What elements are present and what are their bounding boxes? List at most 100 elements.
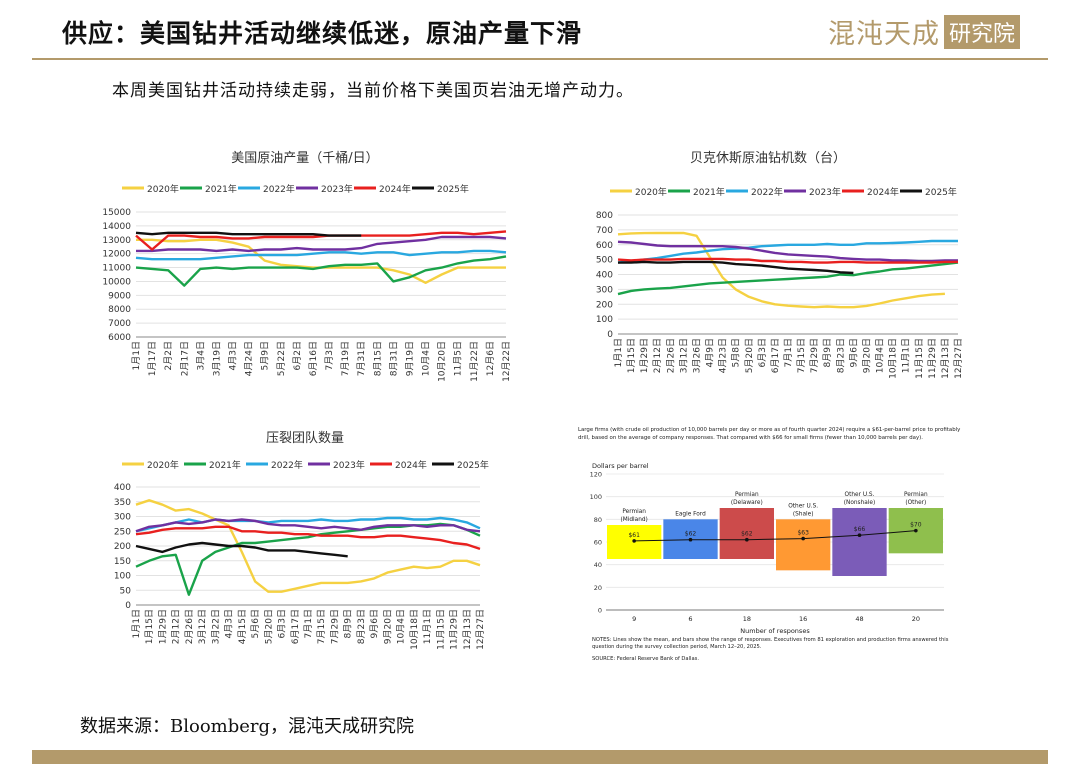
x-tick-label: 11月15日 [435, 609, 446, 650]
x-tick-label: 1月15日 [626, 338, 637, 373]
legend-label-2022年: 2022年 [263, 183, 295, 195]
x-tick-label: 5月22日 [276, 341, 287, 376]
series-line-2024年 [135, 230, 507, 251]
region-label: Eagle Ford [675, 511, 706, 517]
mean-label: $62 [741, 531, 753, 538]
series-line-2025年 [135, 231, 362, 237]
x-tick-label: 8月9日 [822, 338, 833, 367]
y-tick-label: 9000 [108, 291, 131, 301]
x-tick-label: 11月5日 [453, 341, 464, 376]
x-tick-label: 12月13日 [462, 609, 473, 650]
y-tick-label: 13000 [102, 236, 131, 246]
response-count: 6 [688, 615, 692, 623]
mean-point [801, 536, 805, 541]
x-tick-label: 12月27日 [953, 338, 964, 379]
x-tick-label: 12月27日 [475, 609, 486, 650]
x-tick-label: 9月6日 [848, 338, 859, 367]
y-tick-label: 200 [596, 300, 613, 310]
brand-logo: 混沌天成 研究院 [828, 12, 1021, 51]
y-tick-label: 20 [594, 584, 602, 592]
y-tick-label: 800 [596, 211, 613, 221]
x-tick-label: 1月1日 [613, 338, 624, 367]
y-tick-label: 300 [114, 513, 131, 523]
x-tick-label: 12月13日 [940, 338, 951, 379]
x-axis-label: Number of responses [740, 627, 810, 635]
x-tick-label: 8月15日 [372, 341, 383, 376]
series-line-2023年 [617, 240, 958, 263]
legend-label-2025年: 2025年 [925, 186, 957, 198]
y-tick-label: 12000 [102, 250, 131, 260]
x-tick-label: 6月16日 [308, 341, 319, 376]
mean-point [745, 537, 749, 542]
y-tick-label: 300 [596, 285, 613, 295]
x-tick-label: 4月9日 [705, 338, 716, 367]
x-tick-label: 7月29日 [329, 609, 340, 644]
series-line-2024年 [135, 525, 481, 551]
legend-label-2022年: 2022年 [271, 459, 303, 471]
mean-label: $61 [628, 532, 640, 539]
footer-bar [32, 750, 1048, 764]
y-tick-label: 8000 [108, 305, 131, 315]
y-tick-label: 0 [125, 601, 131, 611]
x-tick-label: 6月17日 [290, 609, 301, 644]
series-line-2022年 [135, 249, 507, 261]
x-tick-label: 12月6日 [485, 341, 496, 376]
chart-legend: 2020年 2021年 2022年 2023年 2024年 2025年 [122, 183, 469, 195]
response-count: 16 [799, 615, 807, 623]
y-tick-label: 80 [594, 516, 602, 524]
mean-point [857, 533, 862, 537]
series-line-2025年 [135, 541, 348, 558]
x-tick-label: 4月3日 [224, 609, 235, 638]
chart-title: 压裂团队数量 [266, 431, 344, 446]
x-tick-label: 10月4日 [396, 609, 407, 644]
series-line-2021年 [135, 255, 507, 287]
x-tick-label: 1月15日 [144, 609, 155, 644]
x-tick-label: 5月20日 [744, 338, 755, 373]
x-tick-label: 2月12日 [171, 609, 182, 644]
series-line-2022年 [135, 516, 481, 533]
x-tick-label: 3月12日 [197, 609, 208, 644]
x-tick-label: 5月20日 [263, 609, 274, 644]
x-tick-label: 9月20日 [382, 609, 393, 644]
y-tick-label: 400 [114, 483, 131, 493]
mean-label: $66 [854, 526, 866, 533]
range-bar [776, 519, 831, 571]
x-tick-label: 2月12日 [652, 338, 663, 373]
survey-caption: Large firms (with crude oil production o… [578, 427, 961, 441]
y-tick-label: 15000 [102, 208, 131, 218]
y-tick-label: 100 [596, 315, 613, 325]
logo-box-text: 研究院 [944, 14, 1021, 49]
breakeven-price-chart: Large firms (with crude oil production o… [578, 427, 961, 662]
x-tick-label: 6月3日 [277, 609, 288, 638]
response-count: 18 [743, 615, 751, 623]
x-tick-label: 10月18日 [888, 338, 899, 379]
x-tick-label: 9月6日 [369, 609, 380, 638]
header-divider [32, 58, 1048, 60]
mean-point [632, 539, 636, 543]
region-label-sub: (Delaware) [731, 500, 763, 506]
x-tick-label: 5月9日 [260, 341, 271, 370]
legend-label-2023年: 2023年 [321, 183, 353, 195]
y-tick-label: 100 [590, 493, 602, 501]
legend-label-2024年: 2024年 [867, 186, 899, 198]
response-count: 9 [632, 615, 636, 623]
x-tick-label: 10月4日 [875, 338, 886, 373]
x-tick-label: 4月15日 [237, 609, 248, 644]
x-tick-label: 8月31日 [388, 341, 399, 376]
x-tick-label: 8月23日 [835, 338, 846, 373]
mean-point [688, 537, 693, 542]
x-tick-label: 10月20日 [437, 341, 448, 382]
y-tick-label: 500 [596, 256, 613, 266]
mean-label: $63 [797, 530, 809, 537]
x-tick-label: 12月22日 [501, 341, 512, 382]
legend-label-2020年: 2020年 [147, 183, 179, 195]
legend-label-2020年: 2020年 [635, 186, 667, 198]
region-label-sub: (Midland) [620, 517, 647, 523]
us-crude-production-chart: 美国原油产量（千桶/日）2020年 2021年 2022年 2023年 2024年 202… [102, 151, 512, 382]
x-tick-label: 1月29日 [639, 338, 650, 373]
x-tick-label: 9月20日 [861, 338, 872, 373]
chart-title: 美国原油产量（千桶/日） [231, 151, 378, 166]
x-tick-label: 1月29日 [157, 609, 168, 644]
survey-caption-text: Large firms (with crude oil production o… [578, 427, 961, 441]
y-tick-label: 60 [594, 539, 602, 547]
